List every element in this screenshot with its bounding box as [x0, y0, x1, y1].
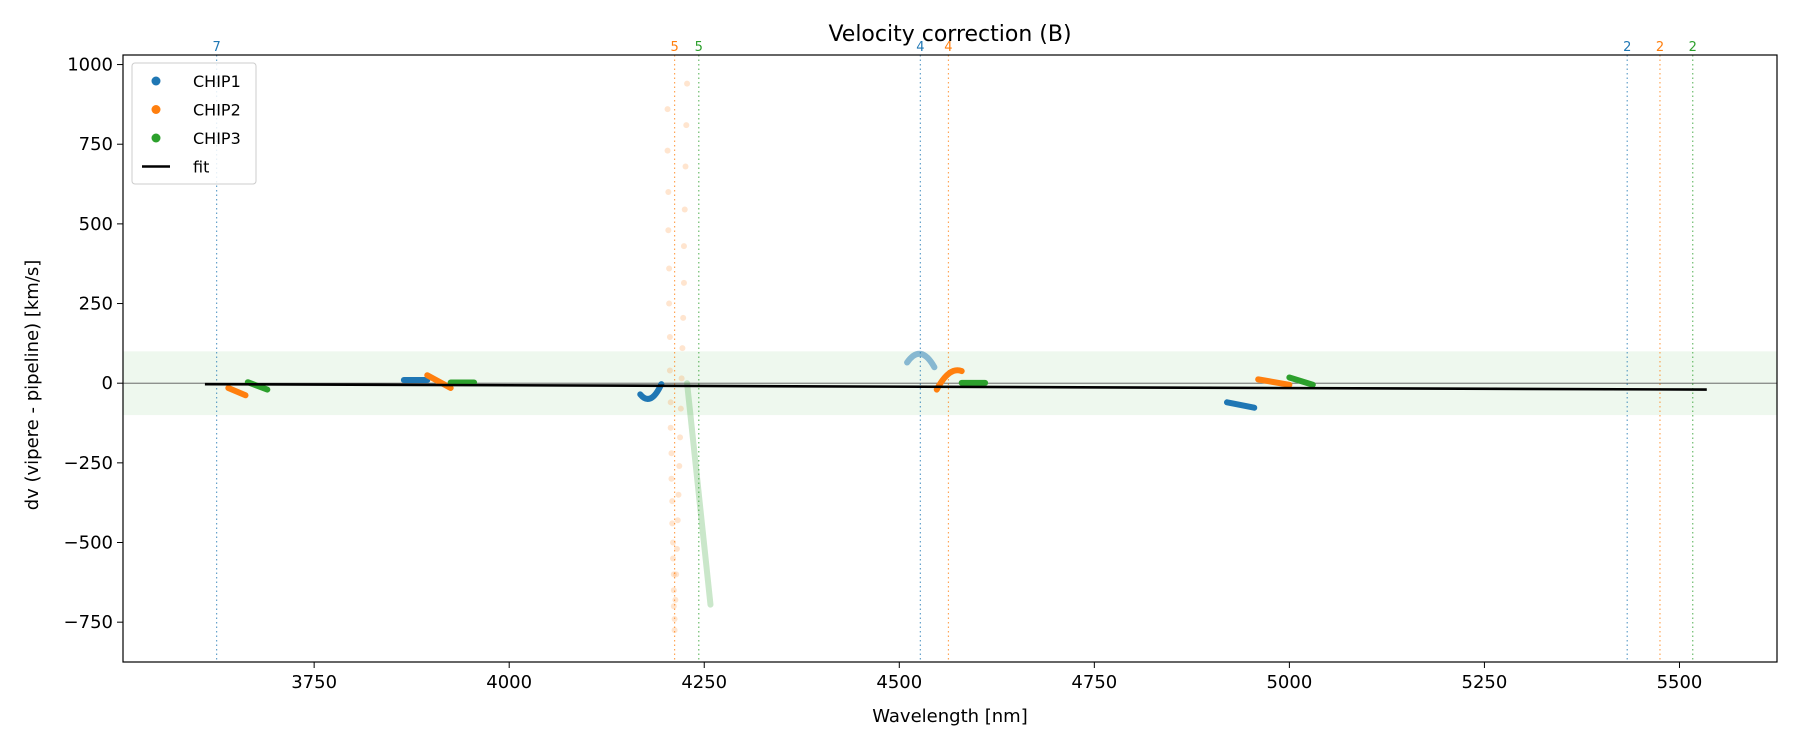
faint-point-0-8 [667, 399, 674, 406]
faint-point-0-9 [667, 424, 674, 431]
faint-point-0-3 [665, 227, 672, 234]
vline-label-1: 5 [670, 40, 678, 55]
legend-box [131, 62, 257, 185]
vline-label-5: 2 [1623, 40, 1631, 55]
faint-point-0-11 [668, 475, 675, 482]
faint-point-0-20 [671, 627, 678, 634]
faint-point-1-11 [676, 463, 683, 470]
legend-label-chip1: CHIP1 [193, 72, 241, 91]
faint-point-0-16 [670, 571, 677, 578]
faint-point-1-12 [675, 491, 682, 498]
vline-label-3: 4 [916, 40, 924, 55]
y-tick-label-7: 1000 [67, 55, 113, 76]
faint-point-1-15 [673, 571, 680, 578]
x-tick-label-0: 3750 [291, 672, 337, 693]
faint-point-0-13 [669, 520, 676, 527]
legend-marker-chip1 [151, 76, 161, 86]
segment-chip3-6 [684, 380, 714, 608]
legend-label-chip2: CHIP2 [193, 101, 241, 120]
axes-layer: 3750 4000 4250 4500 4750 5000 5250 5500−750−500… [64, 54, 1778, 693]
legend-marker-chip2 [151, 105, 161, 114]
vline-label-2: 5 [695, 40, 703, 55]
reference-lines-layer: 7 5 5 4 4 2 2 2 [123, 40, 1777, 662]
faint-point-0-6 [666, 333, 673, 340]
segment-chip3-12 [1286, 374, 1316, 388]
x-tick-label-2: 4250 [681, 672, 727, 693]
faint-point-0-18 [670, 603, 677, 610]
y-tick-label-2: −250 [64, 453, 113, 474]
fit-line [204, 382, 1707, 391]
segment-chip1-10 [1223, 399, 1258, 411]
segment-chip2-11 [1255, 376, 1293, 388]
y-axis-label: dv (vipere - pipeline) [km/s] [22, 260, 43, 511]
faint-point-1-8 [678, 375, 685, 382]
legend-marker-chip3 [151, 133, 161, 143]
faint-point-1-6 [680, 314, 687, 321]
faint-point-0-0 [664, 106, 671, 113]
y-tick-label-0: −750 [64, 612, 113, 633]
faint-point-0-5 [666, 300, 673, 307]
faint-point-1-0 [684, 80, 691, 87]
faint-point-1-10 [677, 434, 684, 441]
x-tick-label-7: 5500 [1657, 672, 1703, 693]
vline-label-0: 7 [212, 40, 220, 55]
faint-point-1-5 [680, 279, 687, 286]
segment-chip2-0 [225, 384, 249, 399]
legend-label-fit: fit [193, 158, 209, 177]
faint-point-0-17 [670, 587, 677, 594]
faint-point-1-3 [681, 206, 688, 213]
faint-point-0-14 [670, 539, 677, 546]
segment-chip1-7 [904, 350, 938, 371]
faint-point-0-12 [669, 498, 676, 505]
x-tick-label-4: 4750 [1071, 672, 1117, 693]
legend: CHIP1 CHIP2 CHIP3 fit [131, 62, 257, 185]
faint-point-1-4 [680, 243, 687, 250]
faint-point-0-1 [664, 147, 671, 154]
faint-point-0-15 [670, 555, 677, 562]
faint-point-1-13 [674, 517, 681, 524]
y-tick-label-4: 250 [79, 294, 113, 315]
faint-point-1-2 [682, 163, 689, 170]
segment-chip1-5 [637, 381, 665, 402]
faint-point-1-1 [683, 122, 690, 129]
y-tick-label-1: −500 [64, 533, 113, 554]
vline-label-4: 4 [944, 40, 952, 55]
y-tick-label-6: 750 [79, 134, 113, 155]
plot-frame [122, 54, 1778, 663]
y-tick-label-3: 0 [102, 373, 113, 394]
faint-point-0-4 [666, 265, 673, 272]
faint-point-0-7 [666, 367, 673, 374]
x-tick-label-5: 5000 [1266, 672, 1312, 693]
data-layer [204, 80, 1707, 634]
faint-point-1-16 [672, 596, 679, 603]
faint-point-0-19 [671, 615, 678, 622]
y-tick-label-5: 500 [79, 214, 113, 235]
x-tick-label-1: 4000 [486, 672, 532, 693]
vline-label-7: 2 [1689, 40, 1697, 55]
faint-point-1-7 [679, 345, 686, 352]
faint-point-1-14 [673, 545, 680, 552]
x-axis-label: Wavelength [nm] [872, 706, 1028, 727]
faint-point-0-10 [668, 450, 675, 457]
legend-label-chip3: CHIP3 [193, 129, 241, 148]
faint-point-1-9 [677, 405, 684, 412]
chart-title: Velocity correction (B) [828, 22, 1071, 47]
vline-label-6: 2 [1656, 40, 1664, 55]
x-tick-label-6: 5250 [1462, 672, 1508, 693]
x-tick-label-3: 4500 [876, 672, 922, 693]
faint-point-0-2 [665, 189, 672, 196]
